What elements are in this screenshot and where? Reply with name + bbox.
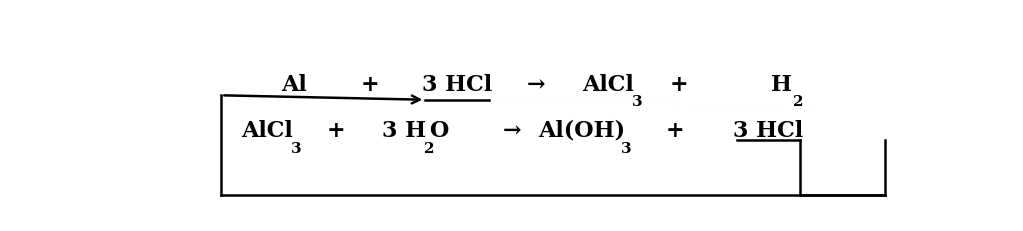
- Text: 2: 2: [424, 142, 435, 156]
- Text: Al: Al: [281, 74, 307, 96]
- Text: 2: 2: [793, 95, 803, 109]
- Text: 3 HCl: 3 HCl: [421, 74, 492, 96]
- Text: Al(OH): Al(OH): [538, 120, 625, 142]
- Text: AlCl: AlCl: [582, 74, 633, 96]
- Text: 3: 3: [631, 95, 642, 109]
- Text: AlCl: AlCl: [240, 120, 293, 142]
- Text: H: H: [771, 74, 793, 96]
- Text: +: +: [666, 120, 684, 142]
- Text: +: +: [360, 74, 379, 96]
- Text: 3: 3: [291, 142, 301, 156]
- Text: +: +: [670, 74, 688, 96]
- Text: O: O: [429, 120, 448, 142]
- Text: →: →: [527, 74, 545, 96]
- Text: 3 H: 3 H: [382, 120, 426, 142]
- Text: +: +: [326, 120, 345, 142]
- Text: →: →: [503, 120, 522, 142]
- Text: 3: 3: [621, 142, 631, 156]
- Text: 3 HCl: 3 HCl: [733, 120, 803, 142]
